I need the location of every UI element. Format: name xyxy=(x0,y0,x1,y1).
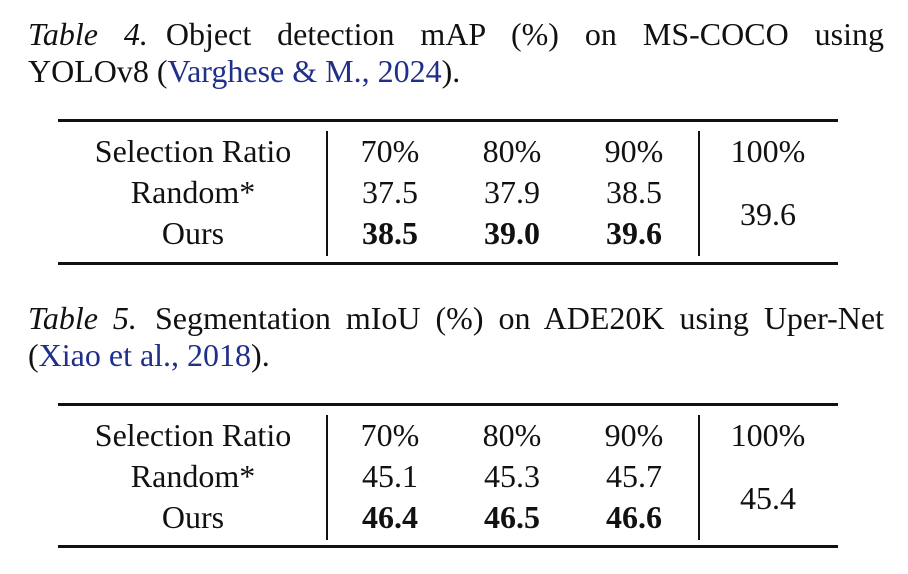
table4-header-100: 100% xyxy=(730,133,806,169)
table4-caption: Table 4. Object detection mAP (%) on MS-C… xyxy=(28,16,884,90)
table4-top-rule xyxy=(58,119,838,122)
table5-header-100: 100% xyxy=(730,417,806,453)
table5-header-90: 90% xyxy=(604,417,664,453)
table4-row-ours-80: 39.0 xyxy=(484,215,540,251)
table4-citation-link[interactable]: Varghese & M., 2024 xyxy=(167,53,442,89)
table5-header-70: 70% xyxy=(360,417,420,453)
table4-row-random-80: 37.9 xyxy=(484,174,540,210)
table4-header-80: 80% xyxy=(482,133,542,169)
table4-caption-label: Table 4. xyxy=(28,16,148,52)
table5-row-ours-method: Ours xyxy=(161,499,225,535)
table5-row-ours-70: 46.4 xyxy=(362,499,418,535)
table4-bottom-rule xyxy=(58,262,838,265)
table4-row-ours-70: 38.5 xyxy=(362,215,418,251)
table4-full-value: 39.6 xyxy=(740,196,796,232)
table5-caption-label: Table 5. xyxy=(28,300,137,336)
table5-caption-end: ). xyxy=(251,337,270,373)
table4-row-random-method: Random* xyxy=(130,174,256,210)
table4-caption-end: ). xyxy=(441,53,461,89)
table5-row-random-70: 45.1 xyxy=(362,458,418,494)
table5-row-random-90: 45.7 xyxy=(606,458,662,494)
table5-row-random-80: 45.3 xyxy=(484,458,540,494)
table4-row-random-70: 37.5 xyxy=(362,174,418,210)
table5-row-ours-80: 46.5 xyxy=(484,499,540,535)
table5-top-rule xyxy=(58,403,838,406)
table5-vertical-divider-left xyxy=(326,415,328,540)
table5-header-selection-ratio: Selection Ratio xyxy=(94,417,292,453)
table4-header-selection-ratio: Selection Ratio xyxy=(94,133,292,169)
table4-row-ours-method: Ours xyxy=(161,215,225,251)
table5-full-value: 45.4 xyxy=(740,480,796,516)
table5-vertical-divider-right xyxy=(698,415,700,540)
table5-caption: Table 5. Segmentation mIoU (%) on ADE20K … xyxy=(28,300,884,374)
table5-row-ours-90: 46.6 xyxy=(606,499,662,535)
table5-row-random-method: Random* xyxy=(130,458,256,494)
table4-row-ours-90: 39.6 xyxy=(606,215,662,251)
table5-caption-text: Segmentation mIoU (%) on ADE20K using Up… xyxy=(28,300,885,373)
table5-header-80: 80% xyxy=(482,417,542,453)
table4-vertical-divider-left xyxy=(326,131,328,256)
table4-caption-text: Object detection mAP (%) on MS-COCO usin… xyxy=(28,16,885,89)
table4-vertical-divider-right xyxy=(698,131,700,256)
table5-citation-link[interactable]: Xiao et al., 2018 xyxy=(38,337,252,373)
table5-bottom-rule xyxy=(58,545,838,548)
table4-header-70: 70% xyxy=(360,133,420,169)
table4-header-90: 90% xyxy=(604,133,664,169)
table4-row-random-90: 38.5 xyxy=(606,174,662,210)
